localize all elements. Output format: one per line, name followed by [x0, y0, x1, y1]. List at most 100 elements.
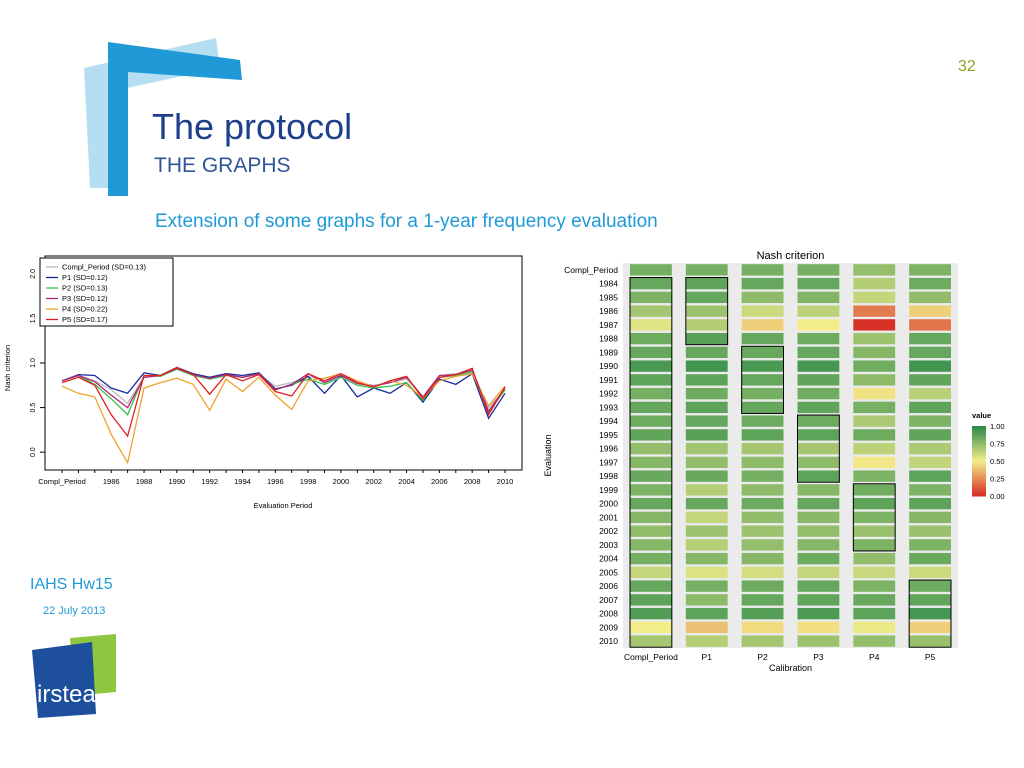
heatmap-cell	[630, 470, 672, 482]
heatmap-cell	[853, 305, 896, 317]
heatmap-cell	[630, 429, 672, 441]
legend-tick-label: 1.00	[990, 422, 1005, 431]
heatmap-cell	[741, 635, 784, 647]
heatmap-cell	[797, 621, 840, 634]
heatmap-cell	[853, 360, 896, 372]
heatmap-cell	[685, 470, 728, 482]
legend-gradient-step	[972, 426, 986, 429]
heatmap-cell	[797, 415, 840, 427]
heatmap-cell	[741, 319, 784, 331]
heatmap-cell	[853, 401, 896, 414]
legend-gradient-step	[972, 472, 986, 476]
legend-gradient-step	[972, 428, 986, 432]
heatmap-cell	[797, 566, 840, 579]
x-tick-label: 2002	[365, 477, 382, 486]
heatmap-cell	[741, 346, 784, 359]
heatmap-cell	[685, 291, 728, 304]
legend-gradient-step	[972, 463, 986, 467]
heatmap-cell	[909, 552, 951, 565]
heatmap-cell	[853, 442, 896, 455]
row-label: 2005	[599, 567, 618, 577]
heatmap-cell	[909, 332, 951, 345]
legend-label: P1 (SD=0.12)	[62, 273, 108, 282]
heatmap-cell	[909, 429, 951, 441]
heatmap-panel	[623, 263, 958, 648]
legend-gradient-step	[972, 475, 986, 478]
heatmap-cell	[853, 566, 896, 579]
heatmap-cell	[741, 277, 784, 290]
heatmap-cell	[741, 580, 784, 592]
heatmap-cell	[909, 525, 951, 537]
highlight-box	[629, 277, 673, 648]
heatmap-cell	[853, 580, 896, 592]
legend-gradient-step	[972, 491, 986, 495]
heatmap-cell	[630, 332, 672, 345]
heatmap-cell	[741, 607, 784, 620]
heatmap-cell	[741, 594, 784, 606]
row-label: 1988	[599, 334, 618, 344]
heatmap-cell	[741, 401, 784, 414]
heatmap-cell	[741, 415, 784, 427]
heatmap-cell	[630, 539, 672, 551]
heatmap-cell	[797, 332, 840, 345]
heatmap-cell	[909, 346, 951, 359]
legend-gradient-step	[972, 489, 986, 492]
y-tick-label: 2.0	[30, 269, 37, 279]
heatmap-cell	[741, 264, 784, 276]
highlight-box	[908, 579, 952, 648]
heatmap-cell	[853, 387, 896, 400]
heatmap-cell	[797, 346, 840, 359]
column-label: Compl_Period	[624, 652, 678, 662]
heatmap-cell	[741, 332, 784, 345]
x-tick-label: 1994	[234, 477, 251, 486]
heatmap-cell	[630, 552, 672, 565]
heatmap-cell	[630, 415, 672, 427]
heatmap-cell	[909, 470, 951, 482]
legend-gradient-step	[972, 435, 986, 439]
heatmap-cell	[630, 525, 672, 537]
column-label: P5	[925, 652, 936, 662]
line-chart: 0.0 0.5 1.0 1.5 2.0 Compl_Period 1986 1988 1990 1…	[3, 255, 523, 510]
heatmap-cell	[630, 497, 672, 510]
heatmap-cell	[630, 346, 672, 359]
heatmap-cell	[853, 511, 896, 524]
heatmap-cell	[797, 264, 840, 276]
heatmap-cell	[741, 539, 784, 551]
heatmap-cell	[853, 484, 896, 496]
row-label: 2007	[599, 595, 618, 605]
heatmap-title: Nash criterion	[757, 250, 825, 262]
heatmap-cell	[685, 442, 728, 455]
row-label: 1993	[599, 402, 618, 412]
heatmap-cell	[685, 319, 728, 331]
legend-tick-label: 0.00	[990, 492, 1005, 501]
heatmap-cell	[630, 401, 672, 414]
heatmap-cell	[630, 305, 672, 317]
legend-label: P5 (SD=0.17)	[62, 315, 108, 324]
row-label: 2001	[599, 512, 618, 522]
heatmap-cell	[630, 580, 672, 592]
heatmap-cell	[909, 621, 951, 634]
heatmap-cell	[853, 594, 896, 606]
heatmap-cell	[630, 607, 672, 620]
heatmap-cell	[797, 387, 840, 400]
heatmap-cell	[630, 277, 672, 290]
heatmap-cell	[797, 525, 840, 537]
heatmap-cell	[853, 621, 896, 634]
legend-gradient-step	[972, 449, 986, 453]
x-tick-label: 1990	[169, 477, 186, 486]
series-line	[61, 372, 506, 465]
highlight-box	[685, 277, 729, 346]
y-tick-label: 0.0	[30, 447, 37, 457]
legend-tick-label: 0.50	[990, 457, 1005, 466]
heatmap-cell	[741, 387, 784, 400]
series-line	[61, 366, 506, 420]
heatmap-cell	[741, 360, 784, 372]
heatmap-cell	[630, 621, 672, 634]
legend-gradient-step	[972, 477, 986, 481]
heatmap-cell	[797, 456, 840, 469]
heatmap-cell	[630, 291, 672, 304]
x-tick-label: 1992	[201, 477, 218, 486]
heatmap-cell	[741, 566, 784, 579]
heatmap-cell	[741, 456, 784, 469]
heatmap-cell	[685, 511, 728, 524]
